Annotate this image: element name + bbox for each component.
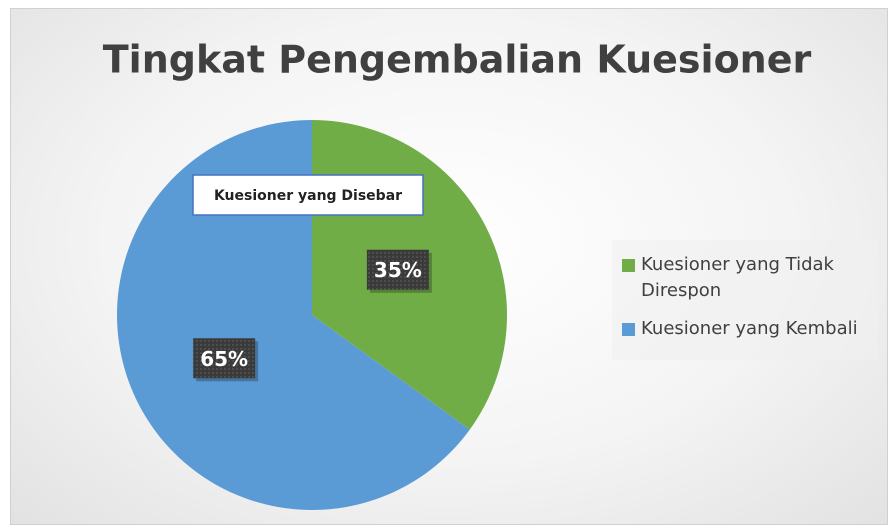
legend-swatch bbox=[622, 259, 635, 272]
legend: Kuesioner yang Tidak Direspon Kuesioner y… bbox=[612, 240, 878, 360]
legend-swatch bbox=[622, 323, 635, 336]
annotation-box bbox=[192, 174, 424, 216]
data-label: 35% bbox=[374, 258, 422, 282]
legend-item: Kuesioner yang Tidak Direspon bbox=[622, 252, 872, 304]
legend-label: Kuesioner yang Kembali bbox=[641, 318, 858, 339]
annotation: Kuesioner yang Disebar bbox=[214, 188, 402, 204]
data-label: 65% bbox=[200, 347, 248, 371]
legend-item: Kuesioner yang Kembali bbox=[622, 316, 872, 342]
chart-title: Tingkat Pengembalian Kuesioner bbox=[103, 38, 812, 82]
data-label-box bbox=[366, 249, 429, 290]
pie-slice bbox=[117, 120, 470, 510]
legend-label: Kuesioner yang Tidak Direspon bbox=[641, 254, 834, 301]
data-label-box bbox=[193, 338, 256, 379]
